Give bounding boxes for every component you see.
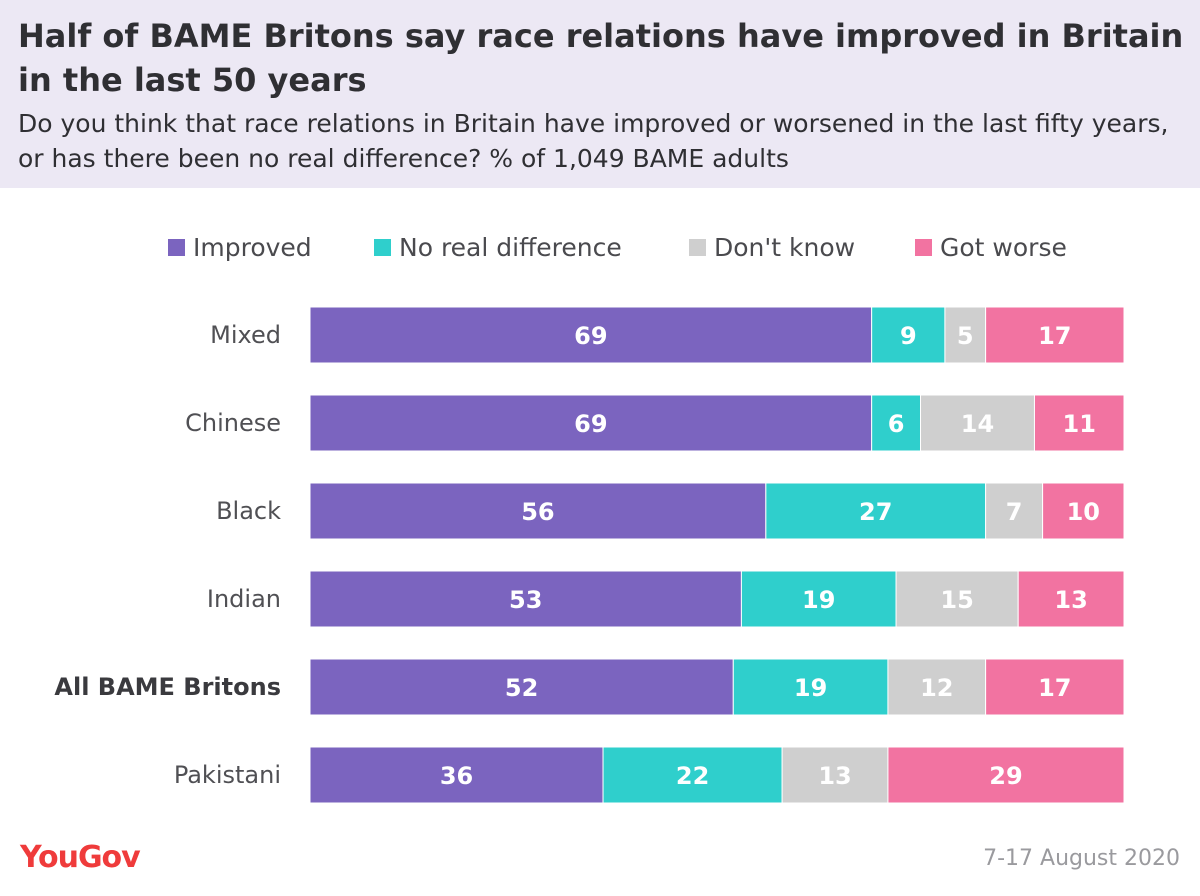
bar-segment-no-real-difference-black <box>765 482 987 540</box>
chart-subtitle: Do you think that race relations in Brit… <box>18 109 1169 173</box>
data-label-got-worse-mixed: 17 <box>1038 322 1071 350</box>
data-label-don-t-know-all-bame-britons: 12 <box>920 674 953 702</box>
data-label-improved-pakistani: 36 <box>440 762 473 790</box>
yougov-logo: YouGov <box>20 840 141 875</box>
legend: Improved No real difference Don't know G… <box>0 224 1200 270</box>
data-label-don-t-know-pakistani: 13 <box>818 762 851 790</box>
legend-swatch-got-worse <box>915 238 932 256</box>
bar-segment-don-t-know-indian <box>895 570 1019 628</box>
data-label-don-t-know-black: 7 <box>1006 498 1023 526</box>
data-label-no-real-difference-mixed: 9 <box>900 322 917 350</box>
data-label-no-real-difference-pakistani: 22 <box>676 762 709 790</box>
data-label-improved-chinese: 69 <box>574 410 607 438</box>
legend-label-improved: Improved <box>193 232 312 262</box>
bar-segment-got-worse-indian <box>1017 570 1125 628</box>
bar-segment-improved-black <box>309 482 767 540</box>
data-label-no-real-difference-indian: 19 <box>802 586 835 614</box>
data-label-no-real-difference-chinese: 6 <box>888 410 905 438</box>
data-label-no-real-difference-black: 27 <box>859 498 892 526</box>
bar-segment-don-t-know-black <box>985 482 1044 540</box>
legend-swatch-dont-know <box>689 238 706 256</box>
data-label-improved-all-bame-britons: 52 <box>505 674 538 702</box>
data-label-improved-black: 56 <box>521 498 554 526</box>
bar-segment-got-worse-mixed <box>985 306 1125 364</box>
category-label-pakistani: Pakistani <box>174 761 281 789</box>
legend-label-got-worse: Got worse <box>940 232 1067 262</box>
legend-swatch-improved <box>168 238 185 256</box>
bar-segment-got-worse-pakistani <box>887 746 1125 804</box>
legend-label-dont-know: Don't know <box>714 232 856 262</box>
bar-segment-don-t-know-chinese <box>920 394 1035 452</box>
data-label-no-real-difference-all-bame-britons: 19 <box>794 674 827 702</box>
data-label-got-worse-pakistani: 29 <box>989 762 1022 790</box>
data-label-got-worse-indian: 13 <box>1054 586 1087 614</box>
bar-segment-no-real-difference-mixed <box>871 306 946 364</box>
data-label-don-t-know-indian: 15 <box>940 586 973 614</box>
data-label-got-worse-black: 10 <box>1067 498 1100 526</box>
bar-segment-don-t-know-all-bame-britons <box>887 658 987 716</box>
category-label-black: Black <box>216 497 281 525</box>
chart-title: Half of BAME Britons say race relations … <box>18 17 1184 99</box>
bar-segment-no-real-difference-pakistani <box>602 746 783 804</box>
bar-segment-no-real-difference-all-bame-britons <box>732 658 889 716</box>
data-label-got-worse-chinese: 11 <box>1063 410 1096 438</box>
legend-item-improved: Improved <box>168 224 312 270</box>
legend-label-no-real-difference: No real difference <box>399 232 622 262</box>
data-label-improved-mixed: 69 <box>574 322 607 350</box>
category-label-mixed: Mixed <box>210 321 281 349</box>
bar-segment-improved-indian <box>309 570 742 628</box>
header-band: Half of BAME Britons say race relations … <box>0 0 1200 188</box>
legend-item-got-worse: Got worse <box>915 224 1067 270</box>
data-label-got-worse-all-bame-britons: 17 <box>1038 674 1071 702</box>
category-label-all-bame-britons: All BAME Britons <box>54 673 281 701</box>
data-label-improved-indian: 53 <box>509 586 542 614</box>
bar-segment-no-real-difference-chinese <box>871 394 921 452</box>
legend-item-no-real-difference: No real difference <box>374 224 622 270</box>
category-label-chinese: Chinese <box>185 409 281 437</box>
bar-segment-improved-chinese <box>309 394 873 452</box>
bar-segment-got-worse-black <box>1042 482 1125 540</box>
bar-segment-got-worse-chinese <box>1033 394 1125 452</box>
bar-segment-improved-pakistani <box>309 746 604 804</box>
category-label-indian: Indian <box>207 585 281 613</box>
legend-item-dont-know: Don't know <box>689 224 855 270</box>
bar-segment-improved-all-bame-britons <box>309 658 734 716</box>
fieldwork-date: 7-17 August 2020 <box>983 846 1180 871</box>
legend-swatch-no-real-difference <box>374 238 391 256</box>
bar-segment-got-worse-all-bame-britons <box>985 658 1125 716</box>
data-label-don-t-know-chinese: 14 <box>961 410 994 438</box>
bar-segment-improved-mixed <box>309 306 873 364</box>
data-label-don-t-know-mixed: 5 <box>957 322 974 350</box>
